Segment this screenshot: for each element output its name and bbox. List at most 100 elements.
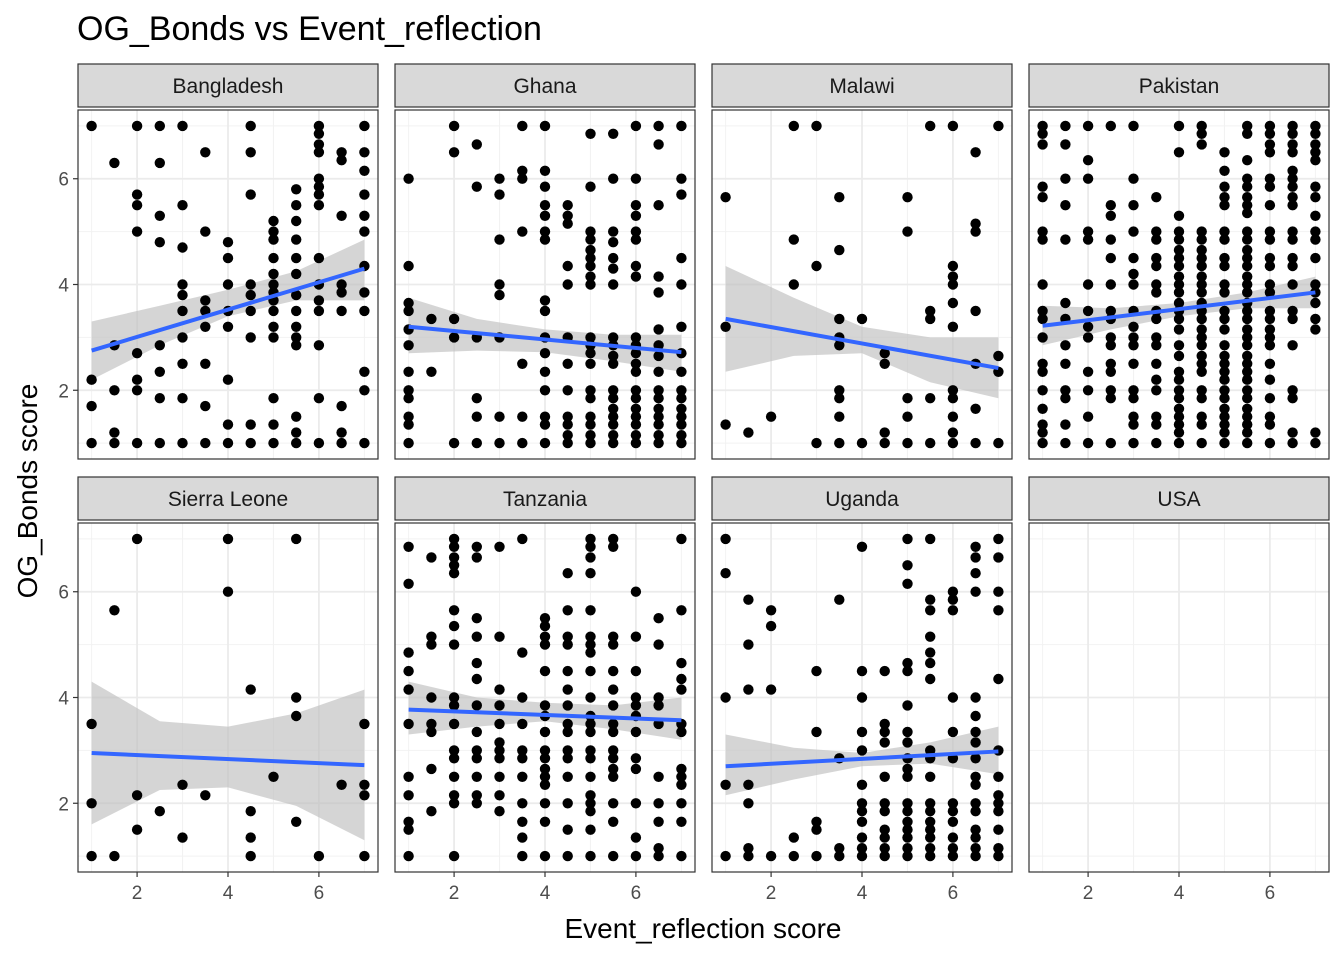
- data-point: [1173, 324, 1185, 335]
- data-point: [403, 419, 414, 430]
- data-point: [1310, 128, 1321, 139]
- data-point: [1196, 366, 1207, 377]
- data-point: [131, 189, 143, 200]
- data-point: [1196, 350, 1207, 362]
- data-point: [403, 578, 414, 589]
- data-point: [653, 139, 664, 150]
- data-point: [879, 665, 890, 677]
- data-point: [539, 295, 551, 306]
- data-point: [856, 843, 868, 854]
- data-point: [1173, 287, 1185, 298]
- data-point: [1264, 279, 1276, 290]
- data-point: [471, 657, 482, 669]
- data-point: [608, 128, 619, 139]
- data-point: [947, 806, 959, 817]
- data-point: [1287, 393, 1298, 404]
- data-point: [448, 771, 460, 782]
- x-tick-label: 2: [132, 883, 143, 904]
- data-point: [947, 850, 959, 862]
- data-point: [585, 631, 596, 642]
- data-point: [630, 700, 642, 711]
- data-point: [1082, 279, 1094, 290]
- data-point: [562, 260, 573, 272]
- data-point: [585, 824, 596, 835]
- data-point: [539, 726, 551, 738]
- data-point: [177, 779, 188, 790]
- data-point: [562, 411, 573, 422]
- data-point: [653, 120, 664, 132]
- data-point: [630, 403, 642, 414]
- x-tick-label: 4: [1174, 883, 1185, 904]
- data-point: [1105, 210, 1117, 221]
- data-point: [879, 718, 890, 730]
- data-point: [494, 737, 505, 748]
- data-point: [1105, 393, 1117, 404]
- data-point: [1219, 427, 1230, 438]
- data-point: [268, 393, 279, 404]
- data-point: [494, 790, 505, 801]
- data-point: [1264, 147, 1276, 158]
- data-point: [902, 824, 913, 835]
- data-point: [154, 237, 165, 248]
- facet-strip-label: USA: [1157, 488, 1200, 511]
- data-point: [585, 726, 596, 738]
- data-point: [313, 340, 325, 351]
- data-point: [1264, 128, 1276, 139]
- data-point: [947, 843, 959, 854]
- data-point: [1082, 226, 1094, 237]
- data-point: [856, 798, 868, 809]
- data-point: [517, 798, 528, 809]
- data-point: [834, 340, 845, 351]
- data-point: [608, 332, 619, 343]
- data-point: [1219, 419, 1230, 430]
- data-point: [562, 218, 573, 229]
- data-point: [403, 850, 414, 862]
- data-point: [562, 437, 573, 449]
- x-axis-title: Event_reflection score: [564, 913, 841, 944]
- data-point: [336, 155, 347, 166]
- data-point: [539, 613, 551, 624]
- data-point: [86, 437, 97, 449]
- data-point: [1173, 226, 1185, 237]
- data-point: [630, 419, 642, 430]
- data-point: [653, 287, 664, 298]
- data-point: [562, 726, 573, 738]
- data-point: [1060, 297, 1071, 309]
- data-point: [585, 533, 596, 545]
- data-point: [291, 184, 302, 195]
- data-point: [1219, 313, 1230, 325]
- data-point: [947, 385, 959, 396]
- data-point: [426, 806, 437, 817]
- data-point: [1219, 252, 1230, 264]
- data-point: [947, 816, 959, 827]
- data-point: [788, 279, 799, 290]
- data-point: [608, 430, 619, 441]
- data-point: [947, 321, 959, 332]
- data-point: [539, 234, 551, 245]
- data-point: [109, 427, 120, 438]
- facet-strip-label: Bangladesh: [173, 75, 284, 98]
- data-point: [676, 173, 687, 184]
- data-point: [1264, 200, 1276, 211]
- data-point: [1219, 181, 1230, 192]
- data-point: [1105, 252, 1117, 264]
- data-point: [313, 189, 325, 200]
- data-point: [426, 718, 437, 730]
- data-point: [1219, 234, 1230, 245]
- data-point: [403, 665, 414, 677]
- data-point: [1173, 427, 1185, 438]
- regression-line: [408, 707, 682, 723]
- data-point: [1037, 419, 1048, 430]
- data-point: [268, 226, 279, 237]
- data-point: [517, 437, 528, 449]
- data-point: [970, 850, 981, 862]
- data-point: [993, 437, 1004, 449]
- data-point: [902, 533, 913, 545]
- data-point: [585, 244, 596, 256]
- data-point: [585, 393, 596, 404]
- data-point: [1128, 173, 1139, 184]
- data-point: [562, 665, 573, 677]
- data-point: [1242, 305, 1253, 317]
- data-point: [608, 718, 619, 730]
- data-point: [562, 771, 573, 782]
